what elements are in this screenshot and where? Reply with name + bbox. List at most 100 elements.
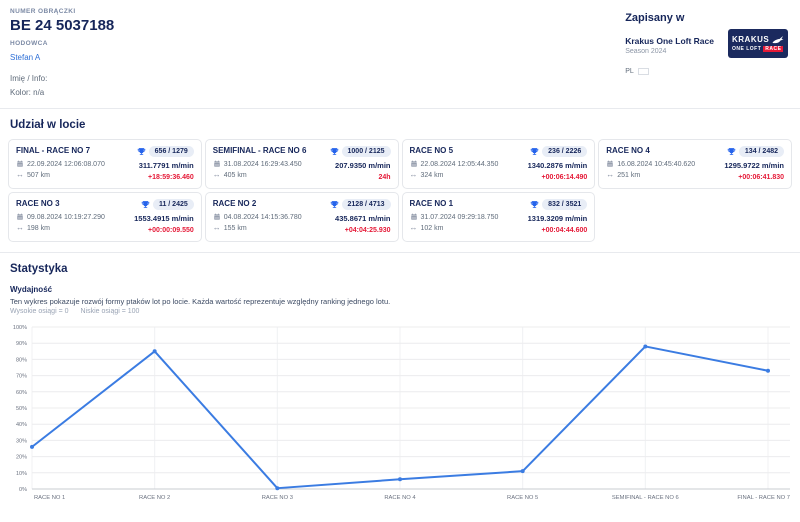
svg-text:20%: 20% — [16, 455, 27, 461]
note-low-performance: Niskie osiągi = 100 — [80, 308, 140, 315]
chart-legend-note: Wysokie osiągi = 0 Niskie osiągi = 100 — [10, 308, 792, 315]
distance-icon: ↔ — [16, 223, 24, 232]
race-name: RACE NO 4 — [606, 146, 650, 155]
race-card[interactable]: RACE NO 4 16.08.2024 10:45:40.620 ↔ 251 … — [598, 139, 792, 189]
race-card[interactable]: SEMIFINAL - RACE NO 6 31.08.2024 16:29:4… — [204, 139, 399, 189]
header-divider — [0, 108, 800, 109]
trophy-icon — [141, 200, 150, 209]
statistics-section: Statystyka Wydajność Ten wykres pokazuje… — [0, 253, 800, 522]
race-name: RACE NO 2 — [212, 199, 257, 208]
krakus-logo[interactable]: KRAKUS ONE LOFT RACE — [728, 29, 788, 58]
race-time-behind: 24h — [378, 174, 391, 181]
race-speed: 207.9350 m/min — [335, 161, 391, 170]
season-label: Season 2024 — [625, 48, 667, 55]
breeder-label: HODOWCA — [10, 40, 48, 47]
note-high-performance: Wysokie osiągi = 0 — [10, 308, 69, 315]
pigeon-identity: NUMER OBRĄCZKI BE 24 5037188 HODOWCA Ste… — [10, 8, 114, 100]
race-time-behind: +04:04:25.930 — [344, 227, 391, 234]
distance-icon: ↔ — [212, 223, 221, 232]
race-card[interactable]: FINAL - RACE NO 7 22.09.2024 12:06:08.07… — [8, 139, 202, 189]
svg-text:90%: 90% — [16, 341, 27, 347]
participation-heading: Udział w locie — [10, 119, 86, 131]
calendar-icon — [213, 213, 221, 221]
country-code: PL — [625, 68, 634, 75]
race-name: RACE NO 1 — [409, 199, 454, 208]
svg-text:60%: 60% — [16, 390, 27, 396]
rank-badge: 236 / 2226 — [542, 146, 588, 157]
rank-badge: 2128 / 4713 — [341, 199, 391, 210]
logo-race-text: RACE — [763, 46, 784, 52]
race-distance: 102 km — [420, 224, 444, 232]
race-time-behind: +00:04:44.600 — [541, 227, 588, 234]
race-speed: 1295.9722 m/min — [724, 161, 784, 170]
calendar-icon — [606, 160, 614, 168]
rank-badge: 1000 / 2125 — [341, 146, 391, 157]
enrolled-heading: Zapisany w — [625, 12, 685, 24]
race-distance: 324 km — [420, 171, 444, 179]
statistics-heading: Statystyka — [10, 263, 68, 275]
dove-icon — [772, 35, 784, 44]
trophy-icon — [330, 200, 339, 209]
name-info: Imię / Info: — [10, 74, 48, 83]
race-distance: 155 km — [223, 224, 247, 232]
distance-icon: ↔ — [409, 223, 418, 232]
performance-line-chart[interactable]: 0% 10% 20% 30% 40% 50% 60% 70% 80% 90% 100% RACE NO… — [8, 319, 798, 507]
performance-subheading: Wydajność — [10, 285, 53, 294]
svg-text:100%: 100% — [13, 325, 27, 331]
breeder-link[interactable]: Stefan A — [10, 53, 41, 62]
race-card[interactable]: RACE NO 2 04.08.2024 14:15:36.780 ↔ 155 … — [204, 192, 399, 242]
race-time-behind: +00:06:14.490 — [541, 174, 588, 181]
race-card[interactable]: RACE NO 3 09.08.2024 10:19:27.290 ↔ 198 … — [8, 192, 202, 242]
rank-badge: 832 / 3521 — [542, 199, 588, 210]
svg-text:RACE NO 4: RACE NO 4 — [384, 495, 416, 501]
calendar-icon — [16, 160, 24, 168]
svg-text:80%: 80% — [16, 357, 27, 363]
rank-badge: 134 / 2482 — [738, 146, 784, 157]
race-time-behind: +00:06:41.830 — [738, 174, 784, 181]
race-speed: 1553.4915 m/min — [134, 214, 194, 223]
race-date: 31.08.2024 16:29:43.450 — [223, 160, 302, 168]
logo-wordmark: KRAKUS — [732, 35, 770, 44]
svg-text:RACE NO 5: RACE NO 5 — [507, 495, 538, 501]
distance-icon: ↔ — [212, 170, 221, 179]
race-name: RACE NO 3 — [16, 199, 60, 208]
color-info: Kolor: n/a — [10, 88, 45, 97]
race-date: 22.09.2024 12:06:08.070 — [27, 160, 105, 168]
race-distance: 251 km — [617, 171, 641, 179]
svg-text:RACE NO 3: RACE NO 3 — [262, 495, 293, 501]
race-cards-grid: FINAL - RACE NO 7 22.09.2024 12:06:08.07… — [8, 139, 792, 242]
calendar-icon — [410, 213, 418, 221]
enrollment-block: Zapisany w Krakus One Loft Race Season 2… — [625, 8, 788, 100]
race-card[interactable]: RACE NO 1 31.07.2024 09:29:18.750 ↔ 102 … — [401, 192, 596, 242]
race-speed: 1340.2876 m/min — [527, 161, 588, 170]
race-distance: 198 km — [27, 224, 50, 232]
rank-badge: 11 / 2425 — [152, 199, 194, 210]
ring-number-label: NUMER OBRĄCZKI — [10, 8, 76, 15]
svg-text:10%: 10% — [16, 471, 27, 477]
participation-section: Udział w locie FINAL - RACE NO 7 22.09.2… — [0, 109, 800, 252]
rank-badge: 656 / 1279 — [148, 146, 194, 157]
trophy-icon — [330, 147, 339, 156]
section-divider — [0, 252, 800, 253]
race-card[interactable]: RACE NO 5 22.08.2024 12:05:44.350 ↔ 324 … — [401, 139, 596, 189]
calendar-icon — [16, 213, 24, 221]
page-header: NUMER OBRĄCZKI BE 24 5037188 HODOWCA Ste… — [0, 0, 800, 108]
race-time-behind: +00:00:09.550 — [148, 227, 194, 234]
performance-chart-container: 0% 10% 20% 30% 40% 50% 60% 70% 80% 90% 100% RACE NO… — [8, 319, 792, 512]
race-date: 04.08.2024 14:15:36.780 — [223, 213, 302, 221]
distance-icon: ↔ — [606, 170, 615, 179]
trophy-icon — [727, 147, 736, 156]
race-organization-name: Krakus One Loft Race — [625, 36, 714, 46]
race-date: 09.08.2024 10:19:27.290 — [27, 213, 105, 221]
race-date: 16.08.2024 10:45:40.620 — [617, 160, 696, 168]
poland-flag-icon — [637, 68, 649, 75]
svg-text:RACE NO 1: RACE NO 1 — [34, 495, 65, 501]
chart-description: Ten wykres pokazuje rozwój formy ptaków … — [10, 297, 391, 306]
svg-text:FINAL - RACE NO 7: FINAL - RACE NO 7 — [737, 495, 790, 501]
trophy-icon — [137, 147, 146, 156]
race-distance: 507 km — [27, 171, 50, 179]
trophy-icon — [530, 200, 539, 209]
calendar-icon — [213, 160, 221, 168]
race-speed: 435.8671 m/min — [335, 214, 391, 223]
svg-text:SEMIFINAL - RACE NO 6: SEMIFINAL - RACE NO 6 — [612, 495, 679, 501]
